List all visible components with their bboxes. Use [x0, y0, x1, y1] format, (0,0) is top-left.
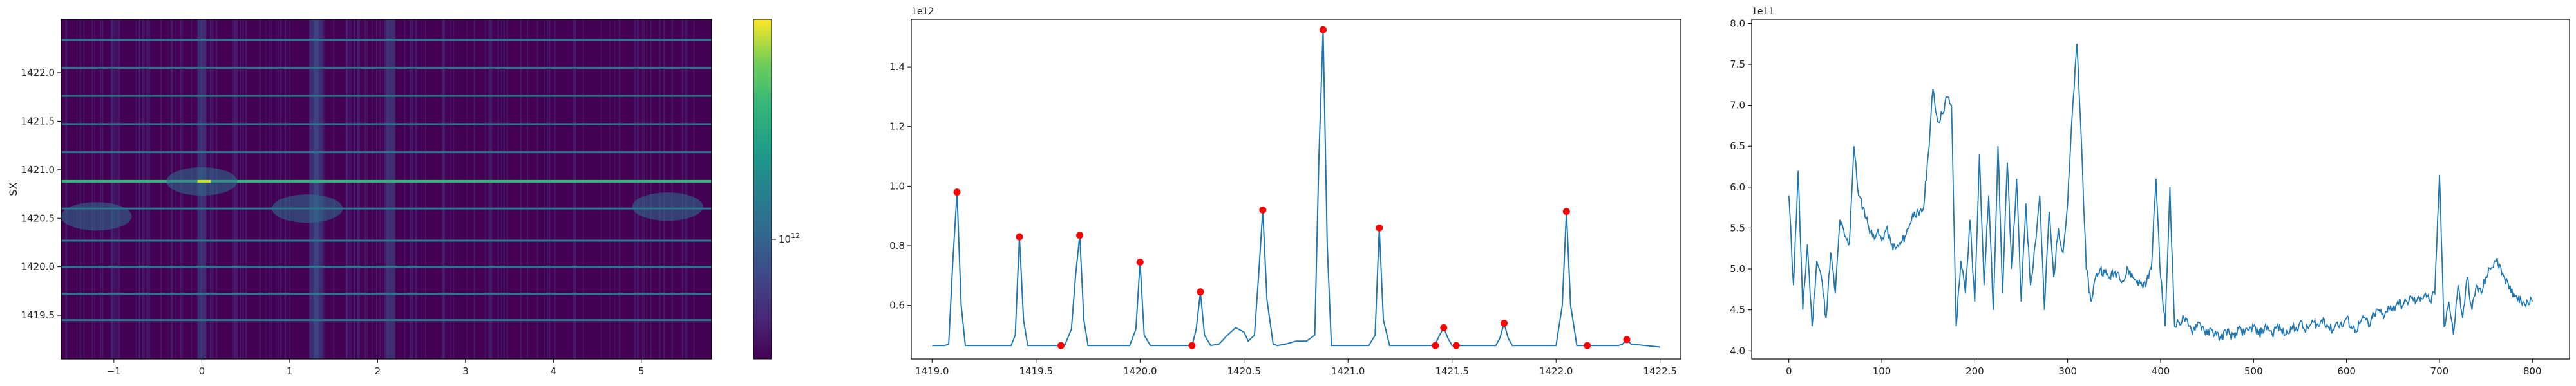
heatmap-xtick-label: 5	[638, 365, 645, 377]
peak-marker	[1188, 342, 1196, 349]
heatmap-hotspot	[272, 194, 343, 223]
heatmap-xtick-label: 0	[199, 365, 205, 377]
peaks-xtick-label: 1421.5	[1435, 365, 1469, 377]
peak-marker	[1136, 258, 1144, 266]
series-line	[1788, 44, 2533, 341]
peaks-xtick-label: 1420.0	[1123, 365, 1157, 377]
series-ytick-label: 7.0	[1730, 100, 1745, 111]
peak-marker	[1376, 224, 1383, 232]
heatmap-bright-column	[313, 19, 323, 359]
series-panel: 0 100 200 300 400 500 600 700 800 4.0 4.5 5.0 5.5 6.0…	[1730, 6, 2570, 377]
heatmap-hotspot	[632, 192, 703, 221]
heatmap-ylabel: SX	[7, 182, 19, 196]
series-ytick-label: 6.5	[1730, 140, 1745, 152]
heatmap-panel: −1 0 1 2 3 4 5 1419.5 1420.0 1420.5 1421.0 1421.5 14…	[7, 19, 712, 377]
peak-marker	[1584, 342, 1591, 349]
series-xtick-label: 100	[1873, 365, 1891, 377]
heatmap-ytick-label: 1420.0	[21, 261, 55, 273]
heatmap-xtick-label: 2	[375, 365, 381, 377]
peaks-ytick-label: 1.2	[889, 121, 905, 133]
heatmap-ytick-label: 1419.5	[21, 309, 55, 321]
series-xtick-label: 0	[1786, 365, 1792, 377]
heatmap-xtick-label: −1	[107, 365, 121, 377]
series-xtick-label: 600	[2337, 365, 2356, 377]
heatmap-hotspot	[61, 202, 132, 231]
series-xtick-label: 700	[2430, 365, 2449, 377]
heatmap-frame	[61, 19, 712, 360]
peaks-ytick-label: 1.0	[889, 180, 905, 192]
series-xtick-label: 800	[2523, 365, 2542, 377]
series-xtick-label: 300	[2058, 365, 2077, 377]
peak-marker	[1076, 232, 1084, 239]
series-xtick-label: 200	[1965, 365, 1984, 377]
peaks-xtick-label: 1421.0	[1331, 365, 1365, 377]
series-offset-label: 1e11	[1752, 6, 1774, 17]
series-ytick-label: 5.0	[1730, 263, 1745, 275]
series-ytick-label: 6.0	[1730, 181, 1745, 193]
peak-marker	[1259, 206, 1267, 214]
peak-marker	[1016, 233, 1023, 241]
peaks-frame	[911, 19, 1681, 360]
peaks-ytick-label: 0.6	[889, 300, 905, 311]
series-ytick-label: 8.0	[1730, 17, 1745, 29]
colorbar-tick-base: 10	[779, 234, 791, 245]
colorbar-tick-label: 1012	[779, 232, 800, 245]
peak-marker	[1319, 26, 1327, 33]
peaks-plot-area	[932, 26, 1660, 349]
peaks-xtick-label: 1422.0	[1539, 365, 1573, 377]
heatmap-xtick-label: 1	[287, 365, 293, 377]
peaks-panel: 1419.0 1419.5 1420.0 1420.5 1421.0 1421.5 1422…	[889, 6, 1681, 377]
peaks-ytick-label: 0.8	[889, 240, 905, 252]
peaks-series-line	[932, 30, 1660, 348]
peaks-xtick-label: 1422.5	[1643, 365, 1677, 377]
heatmap-ytick-label: 1421.0	[21, 164, 55, 176]
peak-marker	[1197, 288, 1204, 296]
heatmap-image	[61, 19, 712, 359]
series-frame	[1751, 19, 2570, 360]
peak-marker	[953, 188, 961, 196]
peak-marker	[1440, 324, 1448, 331]
peaks-xtick-label: 1419.0	[915, 365, 949, 377]
peaks-offset-label: 1e12	[911, 6, 934, 17]
peak-marker	[1452, 342, 1460, 349]
peak-marker	[1057, 342, 1065, 349]
peak-marker	[1562, 208, 1570, 216]
peak-marker	[1500, 319, 1508, 327]
heatmap-ytick-label: 1420.5	[21, 212, 55, 224]
series-xtick-label: 400	[2152, 365, 2170, 377]
peaks-ytick-label: 1.4	[889, 61, 905, 73]
heatmap-axes: −1 0 1 2 3 4 5 1419.5 1420.0 1420.5 1421.0 1421.5 14…	[21, 67, 645, 377]
series-ytick-label: 5.5	[1730, 222, 1745, 234]
peaks-xtick-label: 1419.5	[1019, 365, 1054, 377]
peaks-axes: 1419.0 1419.5 1420.0 1420.5 1421.0 1421.5 1422…	[889, 61, 1677, 377]
heatmap-bright-column	[386, 19, 395, 359]
peak-marker	[1432, 342, 1439, 349]
heatmap-xtick-label: 3	[462, 365, 469, 377]
series-ytick-label: 4.5	[1730, 304, 1745, 316]
heatmap-ytick-label: 1421.5	[21, 115, 55, 127]
heatmap-xtick-label: 4	[551, 365, 557, 377]
peak-marker	[1623, 336, 1631, 344]
heatmap-ytick-label: 1422.0	[21, 67, 55, 78]
colorbar-tick-exp: 12	[791, 232, 800, 240]
colorbar: 1012	[753, 19, 800, 360]
peaks-xtick-label: 1420.5	[1227, 365, 1262, 377]
series-axes: 0 100 200 300 400 500 600 700 800 4.0 4.5 5.0 5.5 6.0…	[1730, 17, 2541, 377]
series-plot-area	[1788, 44, 2533, 341]
series-xtick-label: 500	[2244, 365, 2263, 377]
colorbar-gradient	[753, 19, 772, 360]
series-ytick-label: 4.0	[1730, 345, 1745, 356]
series-ytick-label: 7.5	[1730, 59, 1745, 70]
